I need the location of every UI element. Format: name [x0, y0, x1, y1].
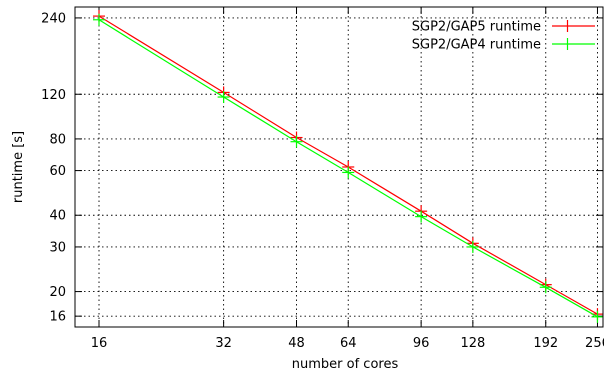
- data-point: [342, 166, 355, 179]
- data-point: [290, 135, 303, 148]
- x-tick-label: 32: [215, 336, 232, 351]
- x-tick-label: 256: [585, 336, 604, 351]
- y-tick-label: 60: [49, 164, 66, 179]
- x-axis: 16 32 48 64 96 128 192 256: [91, 7, 604, 351]
- y-tick-label: 40: [49, 209, 66, 224]
- grid-lines: [75, 7, 603, 327]
- y-tick-label: 120: [41, 88, 66, 103]
- series-line: [98, 15, 598, 315]
- x-tick-label: 128: [460, 336, 485, 351]
- x-axis-label: number of cores: [292, 357, 399, 372]
- series-layer: [93, 10, 604, 323]
- data-point: [93, 13, 106, 26]
- x-tick-label: 48: [288, 336, 305, 351]
- y-tick-label: 16: [49, 310, 66, 325]
- y-tick-label: 20: [49, 285, 66, 300]
- legend-item: SGP2/GAP4 runtime: [412, 38, 595, 53]
- data-point: [415, 210, 428, 223]
- x-tick-label: 192: [533, 336, 558, 351]
- data-point: [466, 240, 479, 253]
- x-tick-label: 64: [340, 336, 357, 351]
- y-tick-label: 80: [49, 132, 66, 147]
- series-2: [93, 13, 604, 323]
- data-point: [217, 91, 230, 104]
- y-tick-label: 30: [49, 240, 66, 255]
- data-point: [539, 281, 552, 294]
- legend: SGP2/GAP5 runtime SGP2/GAP4 runtime: [412, 20, 595, 53]
- y-axis: 16 20 30 40 60 80 120 240: [41, 11, 603, 325]
- legend-label: SGP2/GAP5 runtime: [412, 20, 541, 35]
- y-axis-label: runtime [s]: [11, 131, 26, 203]
- legend-item: SGP2/GAP5 runtime: [412, 20, 595, 35]
- x-tick-label: 16: [91, 336, 108, 351]
- x-tick-label: 96: [413, 336, 430, 351]
- y-tick-label: 240: [41, 11, 66, 26]
- series-line: [98, 19, 598, 318]
- data-point: [591, 310, 604, 323]
- legend-label: SGP2/GAP4 runtime: [412, 38, 541, 53]
- plot-frame: [74, 6, 604, 328]
